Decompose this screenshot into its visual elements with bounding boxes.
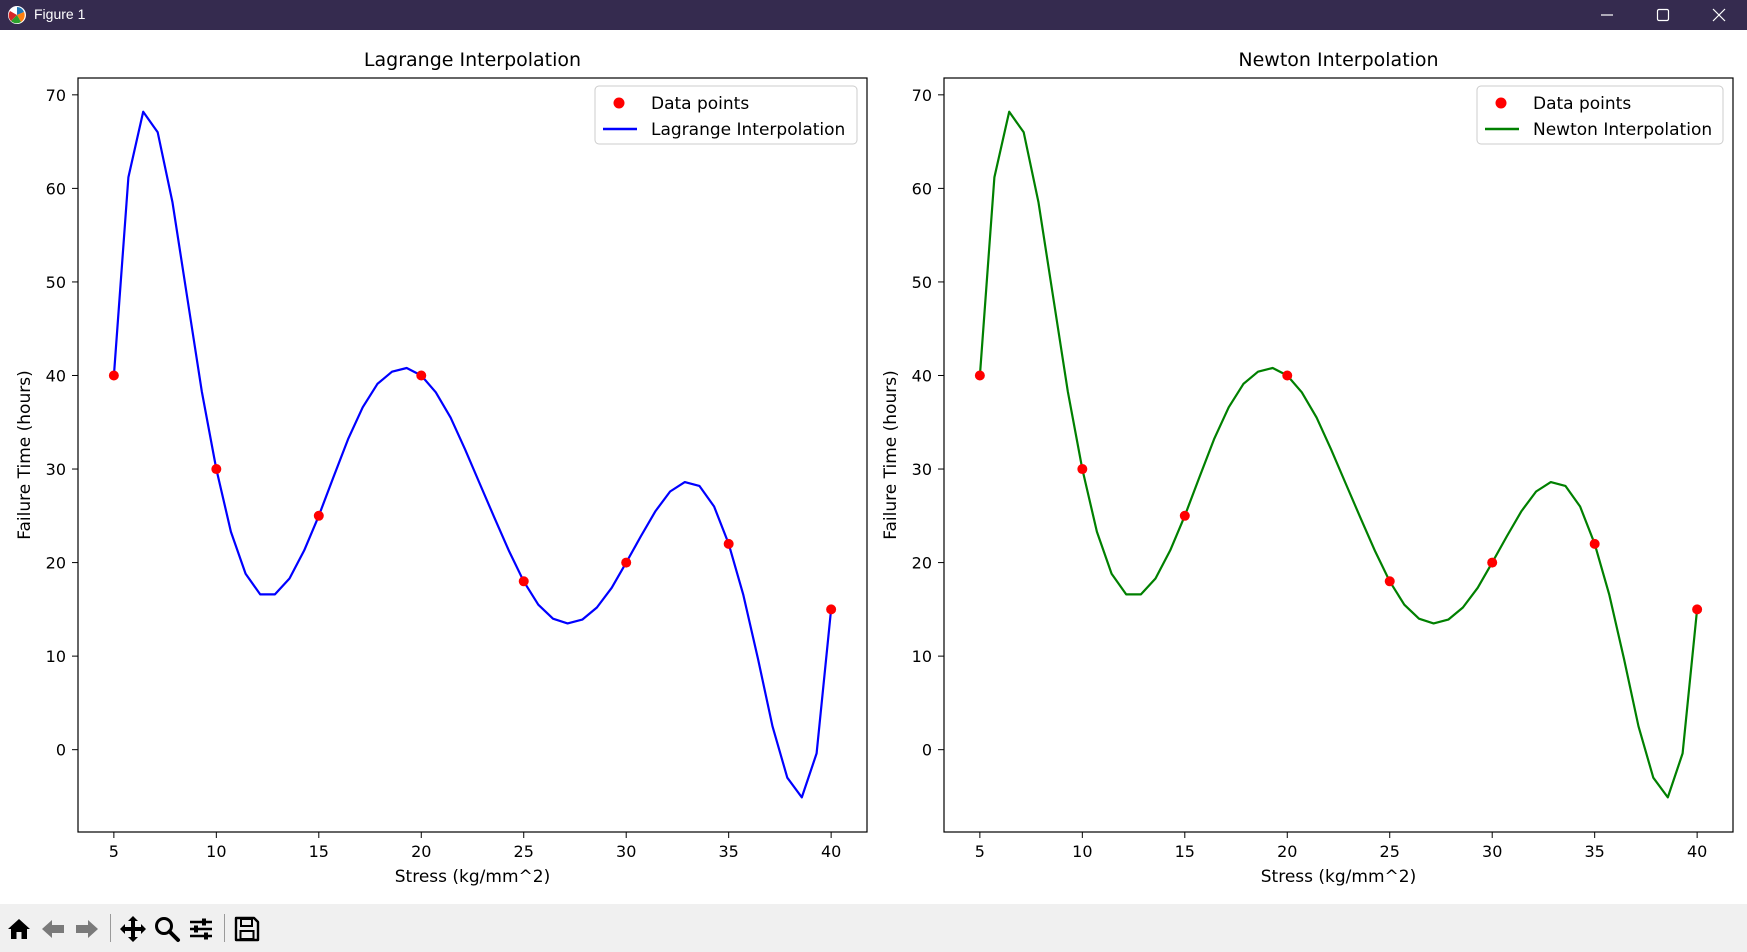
legend: Data points Lagrange Interpolation — [594, 85, 858, 145]
maximize-icon — [1656, 8, 1670, 22]
x-tick-label: 30 — [1482, 842, 1502, 861]
x-tick-label: 5 — [975, 842, 985, 861]
x-axis-label: Stress (kg/mm^2) — [395, 867, 550, 887]
data-point — [416, 370, 427, 381]
navigation-toolbar — [0, 904, 1747, 952]
data-point — [826, 604, 837, 615]
save-icon — [234, 916, 260, 942]
y-tick-label: 50 — [46, 273, 66, 292]
chart-title: Lagrange Interpolation — [364, 49, 581, 71]
data-point — [313, 510, 324, 521]
pan-icon — [120, 916, 146, 942]
legend-label: Newton Interpolation — [1533, 120, 1712, 140]
interpolation-line — [112, 110, 833, 799]
legend-marker-data-points — [1495, 97, 1507, 109]
home-button[interactable] — [4, 914, 34, 944]
y-tick-label: 70 — [46, 86, 66, 105]
forward-button[interactable] — [72, 914, 102, 944]
home-icon — [8, 919, 30, 939]
figure-svg: Lagrange Interpolation 5 10 15 20 25 30 35 40 0 10… — [15, 49, 1734, 887]
configure-subplots-button[interactable] — [186, 914, 216, 944]
y-tick-label: 0 — [922, 741, 932, 760]
minimize-icon — [1601, 14, 1613, 16]
subplot-2: Newton Interpolation 5 10 15 20 25 30 35 40 0 10 20… — [881, 49, 1734, 887]
y-tick-label: 40 — [46, 366, 66, 385]
x-tick-label: 30 — [616, 842, 636, 861]
y-tick-label: 50 — [912, 273, 932, 292]
subplot-1: Lagrange Interpolation 5 10 15 20 25 30 35 40 0 10… — [15, 49, 868, 887]
data-point — [1282, 370, 1293, 381]
x-tick-label: 10 — [206, 842, 226, 861]
maximize-button[interactable] — [1635, 0, 1691, 30]
back-arrow-icon — [42, 920, 64, 938]
y-tick-label: 0 — [56, 741, 66, 760]
save-button[interactable] — [232, 914, 262, 944]
forward-arrow-icon — [76, 920, 98, 938]
x-tick-label: 10 — [1072, 842, 1092, 861]
data-point — [518, 576, 529, 587]
y-tick-label: 10 — [46, 647, 66, 666]
data-point — [1384, 576, 1395, 587]
toolbar-separator — [224, 914, 225, 942]
x-tick-label: 5 — [109, 842, 119, 861]
y-axis-label: Failure Time (hours) — [881, 370, 901, 539]
close-button[interactable] — [1691, 0, 1747, 30]
axes-frame — [943, 77, 1734, 833]
legend-box — [594, 85, 858, 145]
data-point — [1692, 604, 1703, 615]
back-button[interactable] — [38, 914, 68, 944]
zoom-button[interactable] — [152, 914, 182, 944]
legend: Data points Newton Interpolation — [1476, 85, 1724, 145]
zoom-icon — [155, 917, 180, 942]
data-point — [108, 370, 119, 381]
data-point — [974, 370, 985, 381]
x-tick-label: 35 — [1584, 842, 1604, 861]
minimize-button[interactable] — [1579, 0, 1635, 30]
y-tick-label: 40 — [912, 366, 932, 385]
y-tick-label: 20 — [46, 554, 66, 573]
chart-title: Newton Interpolation — [1238, 49, 1438, 71]
x-tick-label: 20 — [1277, 842, 1297, 861]
data-point — [621, 557, 632, 568]
toolbar-separator — [110, 914, 111, 942]
window-title: Figure 1 — [34, 6, 86, 22]
app-icon — [8, 6, 26, 24]
y-tick-label: 10 — [912, 647, 932, 666]
x-tick-label: 35 — [718, 842, 738, 861]
x-tick-label: 25 — [1380, 842, 1400, 861]
x-tick-label: 40 — [1687, 842, 1707, 861]
x-tick-label: 15 — [309, 842, 329, 861]
legend-label: Lagrange Interpolation — [651, 120, 845, 140]
y-tick-label: 30 — [912, 460, 932, 479]
y-tick-label: 20 — [912, 554, 932, 573]
x-tick-label: 15 — [1175, 842, 1195, 861]
x-axis-label: Stress (kg/mm^2) — [1261, 867, 1416, 887]
y-tick-label: 60 — [912, 179, 932, 198]
x-tick-label: 40 — [821, 842, 841, 861]
data-point — [1077, 464, 1088, 475]
data-point — [723, 538, 734, 549]
data-point — [1589, 538, 1600, 549]
axes-frame — [77, 77, 868, 833]
configure-subplots-icon — [190, 918, 212, 940]
legend-box — [1476, 85, 1724, 145]
close-icon — [1712, 8, 1726, 22]
data-point — [1179, 510, 1190, 521]
legend-marker-data-points — [613, 97, 625, 109]
x-tick-label: 25 — [514, 842, 534, 861]
y-tick-label: 30 — [46, 460, 66, 479]
x-tick-label: 20 — [411, 842, 431, 861]
y-axis-label: Failure Time (hours) — [15, 370, 35, 539]
y-tick-label: 60 — [46, 179, 66, 198]
legend-label: Data points — [1533, 94, 1631, 114]
figure-canvas[interactable]: Lagrange Interpolation 5 10 15 20 25 30 35 40 0 10… — [0, 30, 1747, 904]
interpolation-line — [978, 110, 1699, 799]
legend-label: Data points — [651, 94, 749, 114]
pan-button[interactable] — [118, 914, 148, 944]
data-point — [211, 464, 222, 475]
window-titlebar: Figure 1 — [0, 0, 1747, 30]
data-point — [1487, 557, 1498, 568]
y-tick-label: 70 — [912, 86, 932, 105]
